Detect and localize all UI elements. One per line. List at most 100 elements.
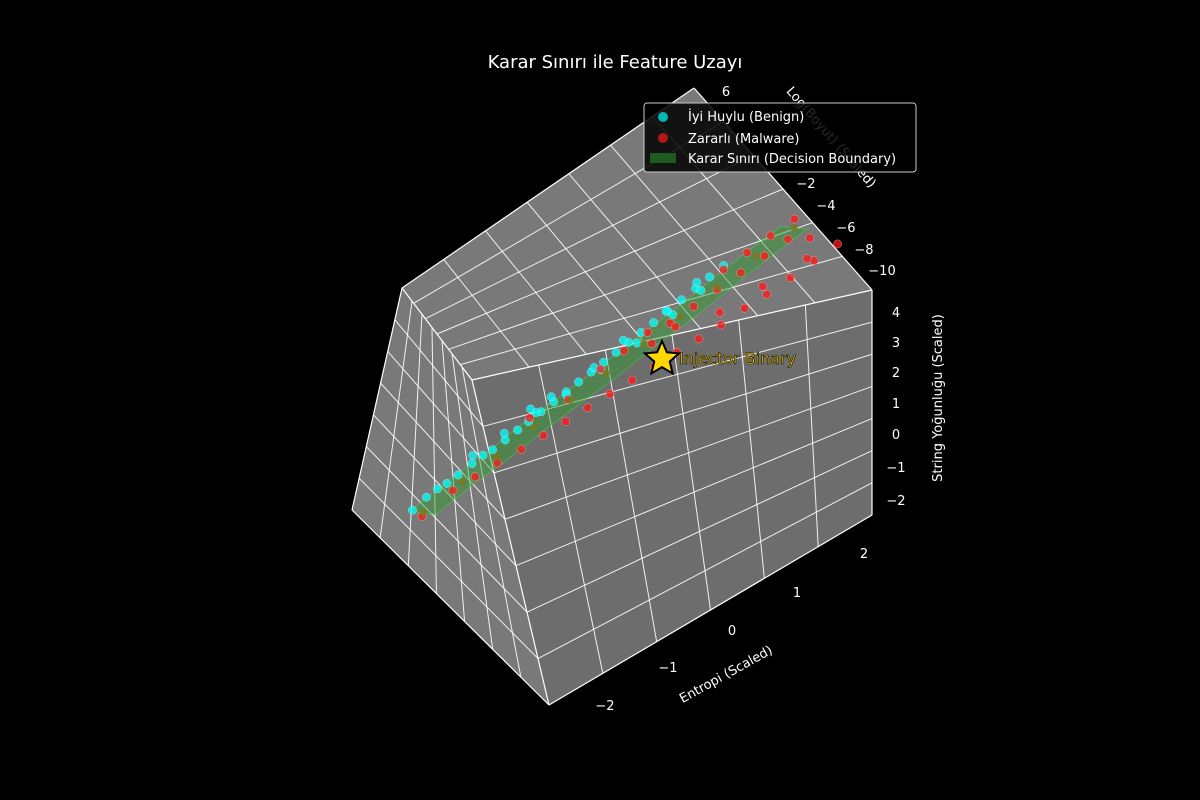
malware-point (492, 458, 502, 468)
malware-point (539, 430, 548, 440)
malware-point (516, 444, 526, 454)
z-tick-label: 2 (892, 366, 900, 381)
grid-line (379, 301, 413, 538)
y-tick-label: −10 (868, 264, 895, 279)
benign-point (611, 347, 621, 357)
benign-point (546, 392, 556, 402)
legend-box (643, 102, 917, 173)
grid-line (671, 334, 711, 611)
benign-point (677, 295, 686, 305)
benign-point (442, 478, 452, 488)
malware-point (448, 486, 458, 495)
malware-point (596, 364, 605, 374)
grid-line (394, 319, 484, 427)
malware-point (715, 307, 725, 317)
malware-point (736, 268, 746, 278)
benign-point (408, 505, 417, 515)
grid-line (380, 382, 506, 520)
y-tick-label: −2 (796, 177, 815, 192)
y-tick-label: 6 (722, 85, 730, 100)
grid-line (738, 319, 765, 579)
box-edge (401, 287, 473, 381)
malware-point (762, 289, 772, 299)
grid-line (451, 353, 494, 650)
benign-point (618, 335, 628, 345)
grid-line (407, 314, 423, 566)
x-tick-label: 0 (728, 624, 736, 639)
boundary-point (458, 478, 466, 486)
z-tick-label: −1 (886, 461, 905, 476)
y-tick-label: −6 (836, 221, 855, 236)
boundary-point (713, 283, 721, 291)
malware-point (647, 339, 657, 348)
benign-point (467, 459, 477, 468)
grid-line (373, 414, 517, 567)
malware-point (716, 320, 726, 330)
boundary-point (676, 313, 684, 321)
y-tick-label: −4 (816, 199, 835, 214)
malware-point (833, 239, 842, 249)
grid-line (604, 349, 658, 642)
malware-point (619, 346, 629, 356)
legend-label-boundary: Karar Sınırı (Decision Boundary) (688, 152, 896, 167)
malware-point (583, 403, 593, 413)
benign-point (526, 404, 535, 414)
benign-point (488, 445, 497, 455)
malware-point (783, 234, 793, 244)
malware-point (525, 413, 534, 423)
malware-point (789, 214, 799, 224)
z-axis-label: String Yoğunluğu (Scaled) (931, 314, 946, 482)
grid-line (425, 154, 754, 320)
x-tick-label: −1 (658, 661, 677, 676)
benign-point (632, 338, 642, 348)
benign-point (499, 428, 509, 438)
malware-point (671, 322, 680, 332)
malware-point (643, 328, 652, 337)
benign-point (696, 286, 706, 295)
malware-point (742, 248, 752, 258)
grid-line (441, 340, 466, 622)
box-edge (351, 287, 403, 511)
x-tick-label: 2 (860, 547, 868, 562)
z-tick-label: 4 (892, 306, 900, 321)
malware-point (470, 472, 480, 482)
boundary-point (566, 396, 574, 404)
box-edge (548, 514, 873, 706)
malware-point (689, 301, 698, 311)
grid-line (365, 446, 528, 613)
boundary-point (790, 224, 798, 232)
grid-line (431, 327, 437, 594)
malware-point (758, 281, 768, 291)
malware-point (786, 273, 795, 282)
z-tick-label: 0 (892, 428, 900, 443)
z-tick-label: 3 (892, 336, 900, 351)
box-edge (471, 379, 550, 706)
malware-point (802, 254, 812, 264)
malware-point (627, 375, 637, 385)
malware-point (740, 303, 749, 313)
benign-point (421, 492, 431, 502)
boundary-point (419, 509, 427, 517)
grid-line (448, 222, 813, 350)
grid-line (436, 188, 784, 335)
grid-lines (351, 87, 873, 706)
boundary-point (640, 340, 648, 348)
z-tick-label: 1 (892, 397, 900, 412)
benign-point (661, 306, 671, 316)
boundary-point (493, 452, 501, 460)
grid-line (461, 366, 522, 678)
grid-line (387, 351, 495, 474)
grid-line (358, 477, 539, 659)
malware-point (605, 389, 615, 399)
legend-label-malware: Zararlı (Malware) (688, 132, 799, 147)
injector-binary-annotation: Injector Binary (642, 338, 796, 376)
box-edge (471, 289, 873, 381)
malware-point (766, 231, 776, 241)
x-tick-label: −2 (595, 699, 614, 714)
grid-line (538, 364, 604, 674)
star-marker (642, 338, 682, 376)
legend-marker-boundary (650, 153, 676, 163)
benign-point (432, 484, 442, 494)
x-tick-label: 1 (793, 586, 801, 601)
benign-point (453, 470, 463, 480)
